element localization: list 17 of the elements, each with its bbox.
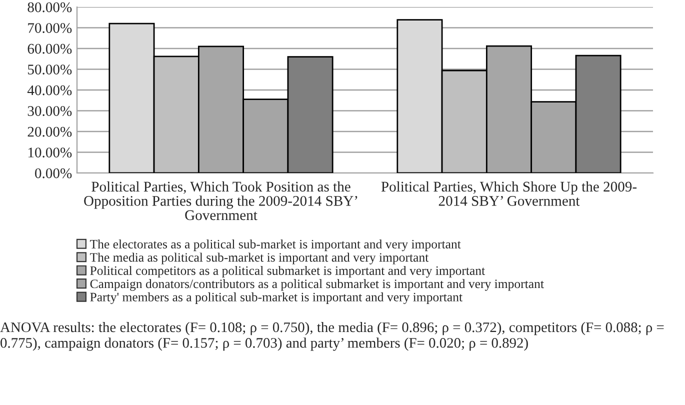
legend-label: Political competitors as a political submarket is important and very important bbox=[90, 266, 486, 278]
y-tick-label: 30.00% bbox=[28, 106, 72, 116]
legend-label: The media as political sub-market is important and very important bbox=[90, 252, 429, 264]
legend-label: Party' members as a political sub-market is important and very important bbox=[90, 292, 462, 304]
text: ANOVA results: the electorates (F= 0.108; ρ = 0.750), the media (F= 0.896; ρ = 0.372), competitors (F= 0.088; ρ = 0.775), campaign donators (F= 0.157; ρ = 0.703) and party’ members (F= 0.020; ρ = 0.892) bbox=[0, 322, 664, 351]
legend-label: The electorates as a political sub-market is important and very important bbox=[90, 239, 461, 252]
y-tick-label: 60.00% bbox=[28, 44, 72, 54]
x-tick-label: Political Parties, Which Took Position as the Opposition Parties during the 2009-2014 SBY’ Government bbox=[84, 181, 358, 220]
y-tick-label: 10.00% bbox=[28, 148, 72, 158]
y-tick-label: 0.00% bbox=[35, 168, 72, 178]
y-tick-label: 50.00% bbox=[28, 64, 72, 75]
y-tick-label: 20.00% bbox=[28, 126, 72, 137]
legend-label: Campaign donators/contributors as a political submarket is important and very important bbox=[90, 279, 544, 291]
x-tick-label: Political Parties, Which Shore Up the 2009- 2014 SBY’ Government bbox=[381, 181, 637, 206]
y-tick-label: 40.00% bbox=[27, 85, 72, 96]
y-tick-label: 80.00% bbox=[28, 2, 72, 12]
y-tick-label: 70.00% bbox=[28, 23, 72, 34]
